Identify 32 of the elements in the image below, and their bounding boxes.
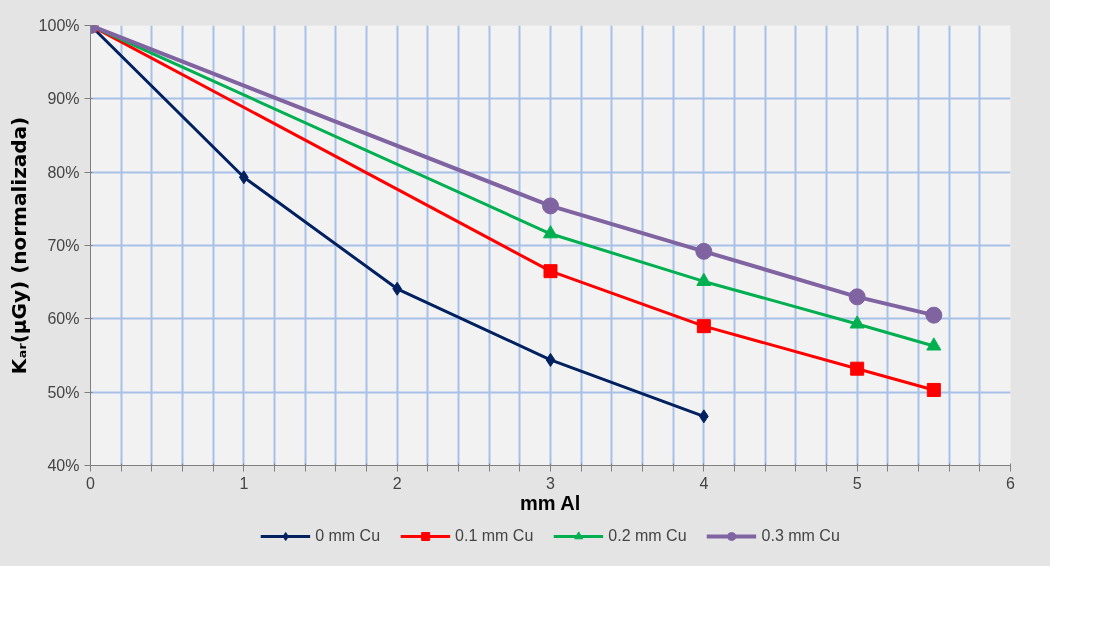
point — [543, 264, 558, 279]
x-tick-label: 0 — [86, 474, 96, 492]
point — [850, 361, 865, 376]
y-tick-label: 60% — [47, 310, 80, 328]
point — [545, 352, 556, 367]
point — [925, 306, 943, 324]
legend-label: 0.3 mm Cu — [761, 527, 840, 545]
x-tick-label: 1 — [239, 474, 249, 492]
x-tick-label: 4 — [699, 474, 709, 492]
point — [695, 242, 713, 260]
x-tick-label: 5 — [852, 474, 862, 492]
y-tick-label: 80% — [47, 163, 80, 181]
point — [543, 225, 558, 239]
point — [848, 288, 866, 306]
point — [542, 197, 559, 215]
x-tick-label: 3 — [546, 474, 556, 492]
point — [926, 337, 942, 351]
y-axis-title: Kₐᵣ(µGy) (normalizada) — [6, 116, 31, 375]
legend-label: 0 mm Cu — [315, 527, 381, 545]
y-tick-label: 100% — [38, 17, 80, 34]
point — [926, 382, 941, 397]
point — [849, 315, 865, 329]
y-tick-label: 40% — [47, 457, 80, 474]
x-tick-label: 6 — [1006, 474, 1016, 492]
y-tick-label: 70% — [47, 237, 80, 254]
point — [696, 319, 711, 334]
legend-label: 0.2 mm Cu — [608, 527, 687, 545]
x-axis-title: mm Al — [519, 491, 581, 514]
x-tick-label: 2 — [392, 474, 402, 492]
y-tick-label: 50% — [47, 383, 80, 401]
y-tick-label: 90% — [47, 90, 80, 108]
legend-label: 0.1 mm Cu — [455, 527, 534, 545]
